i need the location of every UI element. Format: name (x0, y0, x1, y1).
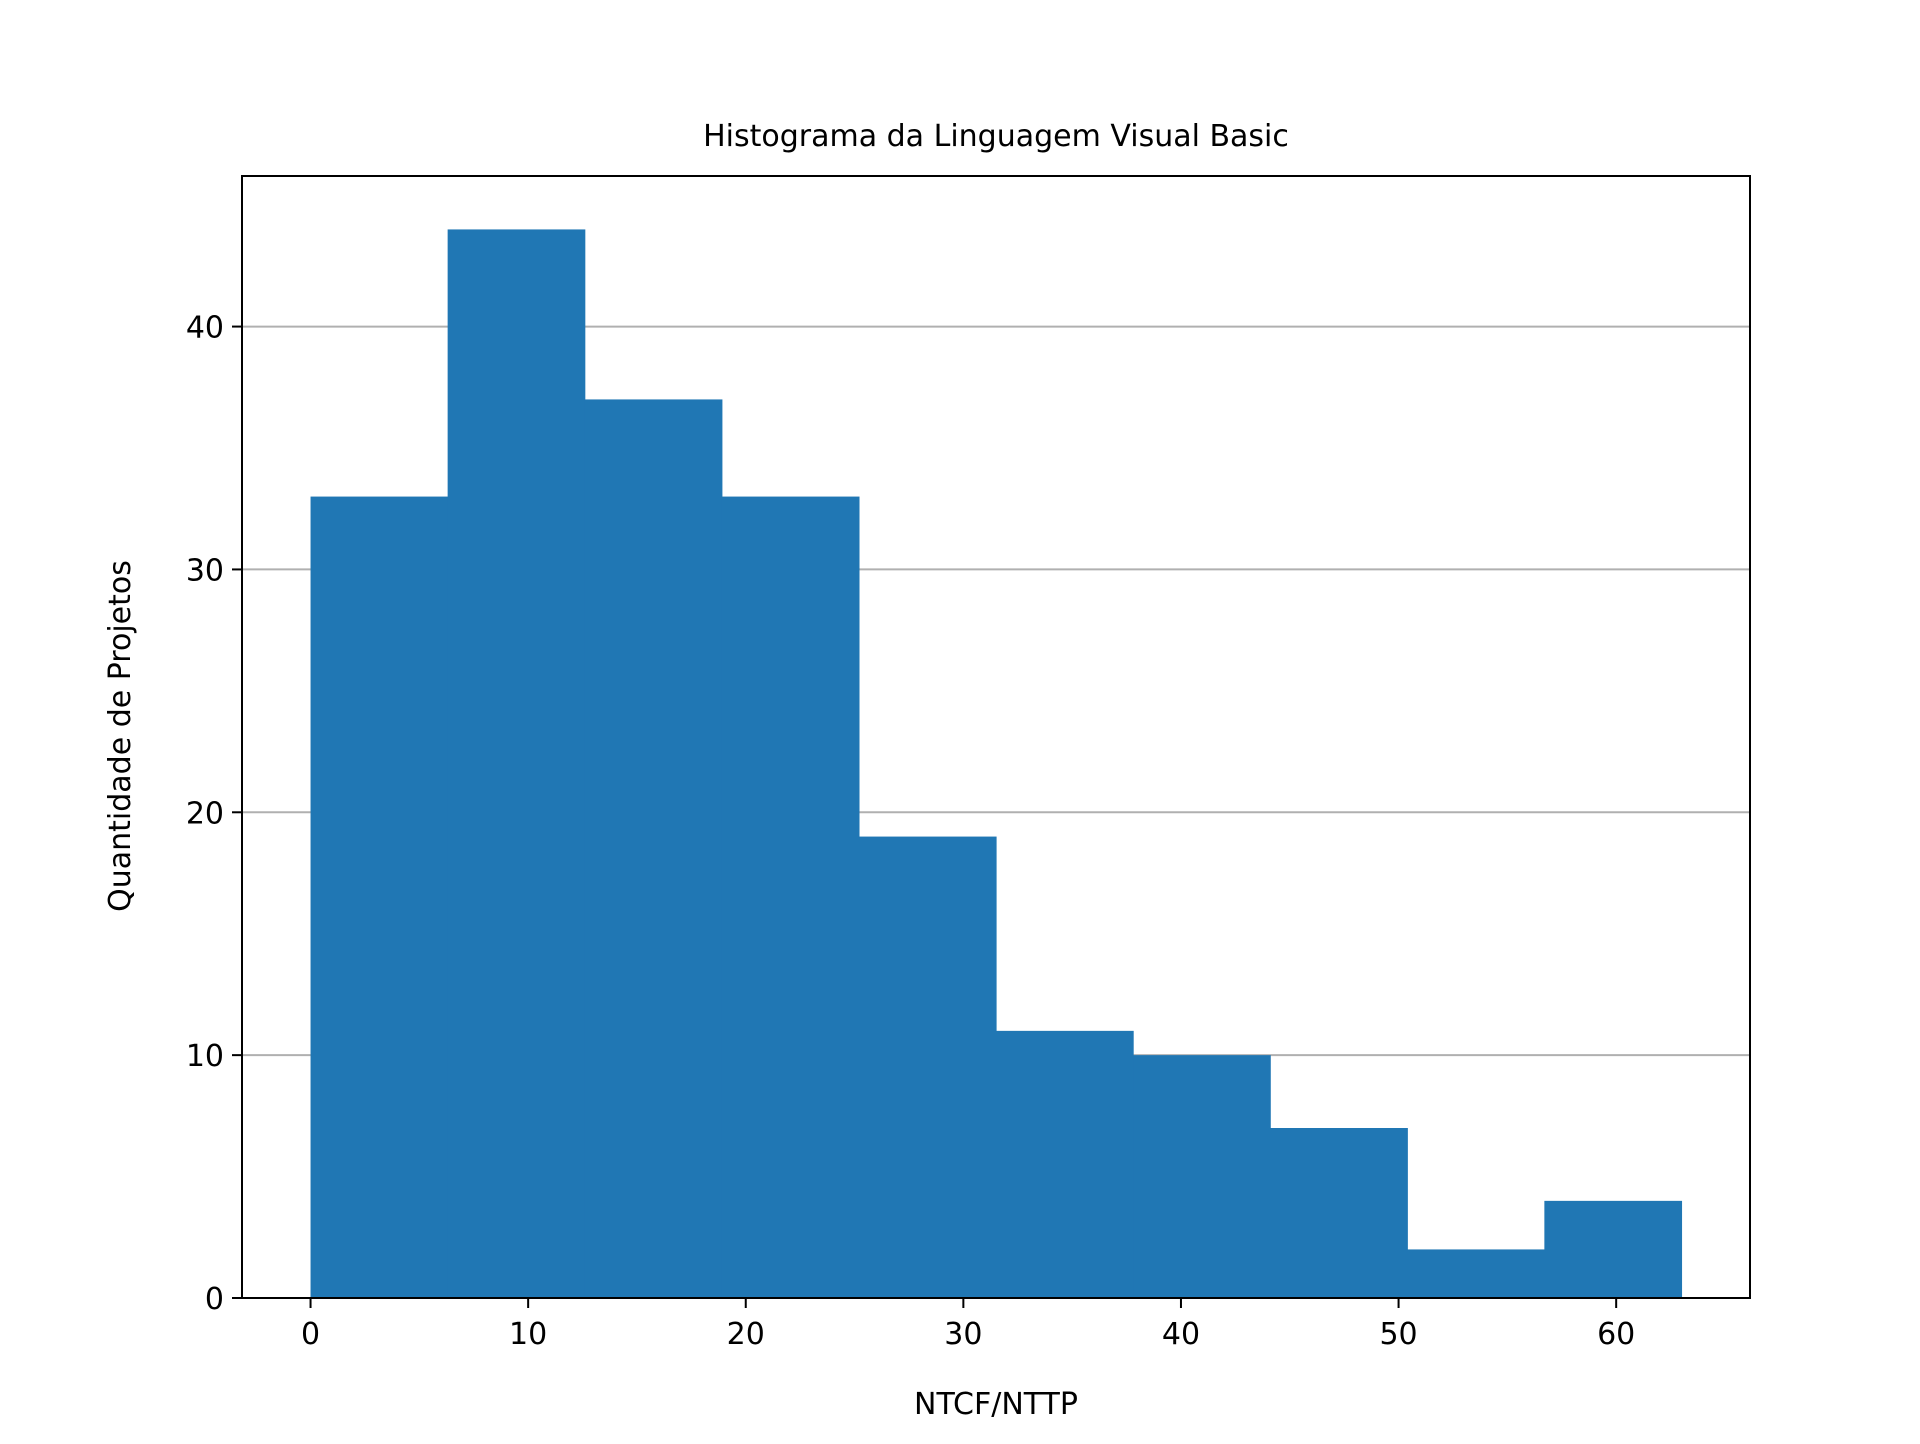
histogram-bar-9 (1407, 1249, 1545, 1298)
histogram-bar-3 (584, 399, 723, 1298)
x-tick-label-50: 50 (1379, 1317, 1417, 1352)
plot-area-frame (241, 175, 1751, 1299)
y-tick-label-10: 10 (186, 1039, 224, 1074)
x-tick-label-60: 60 (1597, 1317, 1635, 1352)
x-tick-label-20: 20 (727, 1317, 765, 1352)
y-axis-label: Quantidade de Projetos (103, 560, 138, 912)
histogram-bar-5 (858, 836, 997, 1298)
histogram-bar-1 (310, 496, 449, 1299)
histogram-bar-8 (1270, 1128, 1408, 1298)
x-axis-ticks: 0 10 20 30 40 50 60 (301, 1298, 1635, 1352)
histogram-bar-7 (1133, 1055, 1271, 1298)
histogram-bars (310, 229, 1683, 1299)
x-axis-label: NTCF/NTTP (914, 1387, 1078, 1422)
histogram-bar-10 (1544, 1200, 1683, 1298)
y-tick-label-40: 40 (186, 311, 224, 346)
x-tick-label-0: 0 (301, 1317, 320, 1352)
y-tick-label-0: 0 (205, 1282, 224, 1317)
histogram-bar-4 (721, 496, 860, 1299)
x-tick-label-40: 40 (1162, 1317, 1200, 1352)
histogram-bar-6 (996, 1030, 1134, 1298)
x-tick-label-30: 30 (944, 1317, 982, 1352)
histogram-bar-2 (447, 229, 586, 1298)
chart-title: Histograma da Linguagem Visual Basic (703, 119, 1289, 154)
x-tick-label-10: 10 (509, 1317, 547, 1352)
y-tick-label-20: 20 (186, 796, 224, 831)
y-axis-ticks: 0 10 20 30 40 (186, 311, 242, 1317)
y-tick-label-30: 30 (186, 553, 224, 588)
